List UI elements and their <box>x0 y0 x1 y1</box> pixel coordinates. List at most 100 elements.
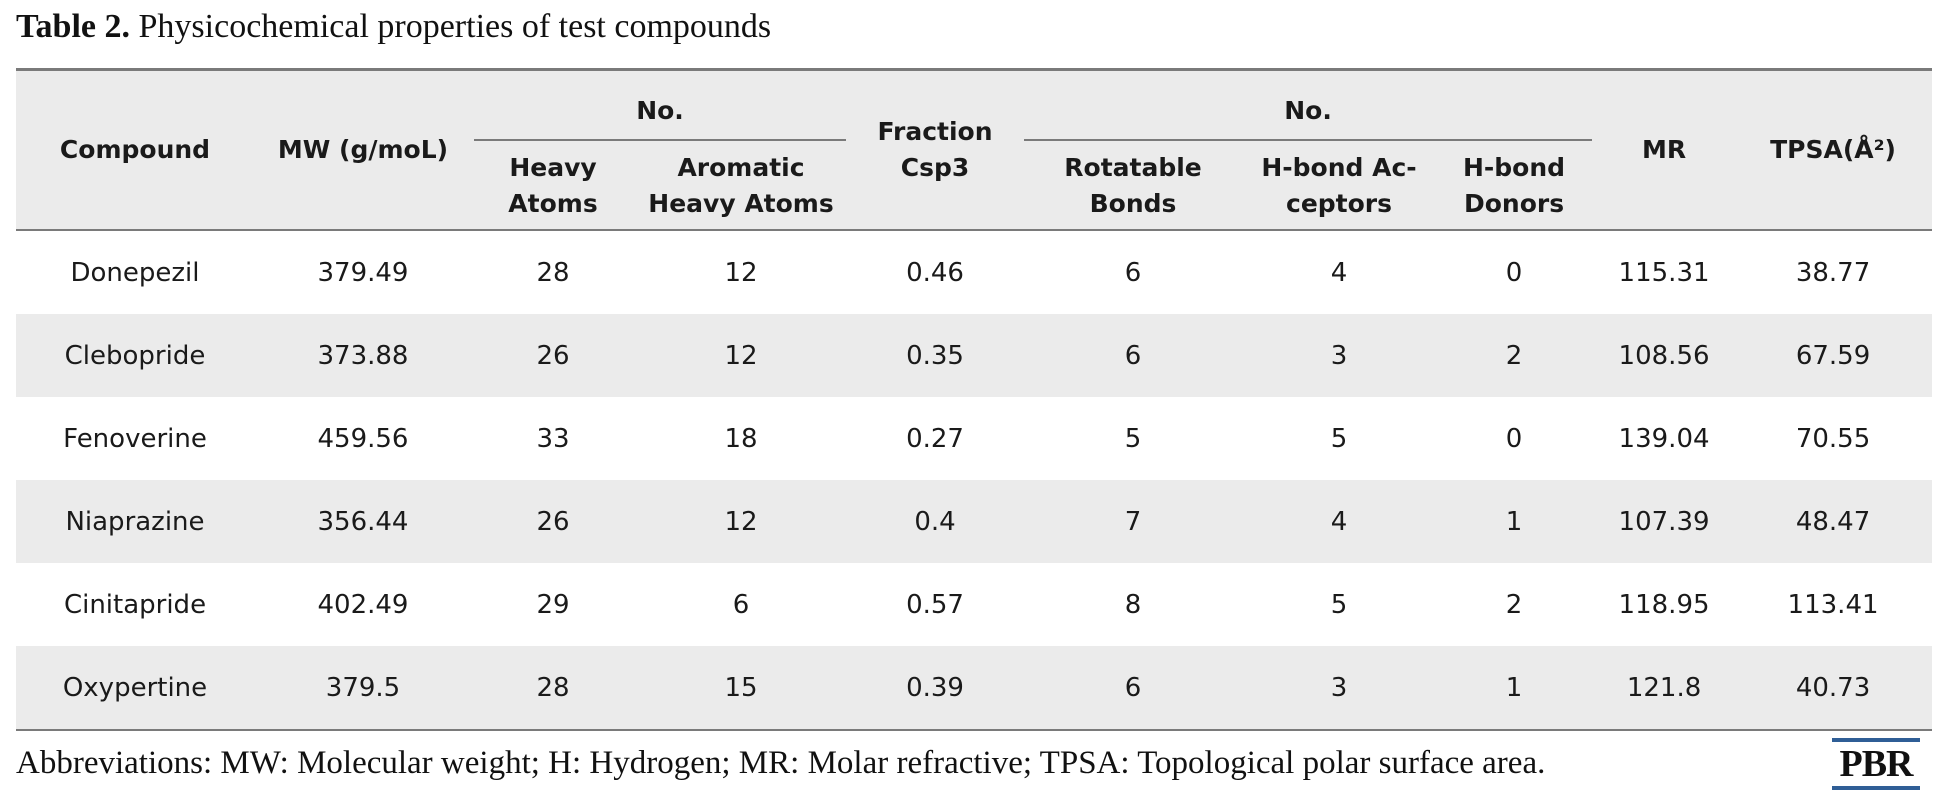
cell-aromatic-heavy-atoms: 12 <box>634 480 849 563</box>
header-donors-line2: Donors <box>1463 189 1565 218</box>
header-mr: MR <box>1594 69 1735 230</box>
cell-hbond-donors: 0 <box>1505 257 1523 288</box>
cell-compound: Fenoverine <box>63 423 207 454</box>
cell-heavy-atoms: 28 <box>472 646 634 730</box>
physicochemical-table: Compound MW (g/moL) No. Fraction Csp3 No.… <box>16 68 1933 731</box>
cell-rotatable-bonds: 6 <box>1022 314 1245 397</box>
header-rotatable-line2: Bonds <box>1089 189 1177 218</box>
table-row: Clebopride 373.88 26 12 0.35 6 3 2 108.5… <box>16 314 1933 397</box>
header-acceptors-line2: ceptors <box>1286 189 1393 218</box>
table-row: Cinitapride 402.49 29 6 0.57 8 5 2 118.9… <box>16 563 1932 646</box>
cell-mr: 108.56 <box>1594 314 1735 397</box>
cell-hbond-acceptors: 3 <box>1244 646 1435 730</box>
cell-hbond-donors: 1 <box>1434 646 1595 730</box>
header-mw: MW (g/moL) <box>254 69 472 230</box>
cell-hbond-donors: 2 <box>1505 589 1523 620</box>
header-rotatable-line1: Rotatable <box>1064 153 1202 182</box>
cell-compound: Oxypertine <box>16 646 254 730</box>
cell-tpsa: 113.41 <box>1787 589 1879 620</box>
cell-heavy-atoms: 26 <box>472 480 634 563</box>
header-heavy-atoms-line2: Atoms <box>508 189 598 218</box>
table-row: Fenoverine 459.56 33 18 0.27 5 5 0 139.0… <box>16 397 1932 480</box>
cell-aromatic-heavy-atoms: 18 <box>724 423 758 454</box>
pbr-logo: PBR <box>1832 738 1920 790</box>
cell-fraction-csp3: 0.46 <box>906 257 964 288</box>
cell-tpsa: 67.59 <box>1734 314 1933 397</box>
header-acceptors-line1: H-bond Ac- <box>1261 153 1417 182</box>
cell-compound: Clebopride <box>16 314 254 397</box>
cell-aromatic-heavy-atoms: 6 <box>732 589 750 620</box>
table-row: Donepezil 379.49 28 12 0.46 6 4 0 115.31… <box>16 230 1932 314</box>
cell-mw: 356.44 <box>254 480 472 563</box>
logo-top-bar <box>1832 738 1920 742</box>
cell-hbond-acceptors: 3 <box>1244 314 1435 397</box>
header-donors-line1: H-bond <box>1462 153 1566 182</box>
header-group-no-bonds-label: No. <box>1284 96 1332 125</box>
header-fraction-csp3: Fraction Csp3 <box>848 69 1023 230</box>
cell-mr: 118.95 <box>1618 589 1710 620</box>
header-group-no-atoms: No. <box>472 69 849 143</box>
cell-mw: 379.49 <box>317 257 409 288</box>
cell-hbond-donors: 0 <box>1505 423 1523 454</box>
cell-heavy-atoms: 33 <box>536 423 570 454</box>
logo-bottom-bar <box>1832 786 1920 790</box>
cell-hbond-donors: 2 <box>1434 314 1595 397</box>
cell-aromatic-heavy-atoms: 15 <box>634 646 849 730</box>
cell-aromatic-heavy-atoms: 12 <box>634 314 849 397</box>
table-footnote: Abbreviations: MW: Molecular weight; H: … <box>16 745 1546 781</box>
header-tpsa: TPSA(Å²) <box>1734 69 1933 230</box>
cell-fraction-csp3: 0.35 <box>848 314 1023 397</box>
header-group-rule <box>474 139 847 141</box>
header-hbond-acceptors: H-bond Ac-ceptors <box>1244 143 1435 230</box>
table-caption: Table 2. Physicochemical properties of t… <box>16 8 771 46</box>
header-aromatic-heavy-atoms: Aromatic Heavy Atoms <box>634 143 849 230</box>
cell-rotatable-bonds: 5 <box>1124 423 1142 454</box>
cell-tpsa: 48.47 <box>1734 480 1933 563</box>
header-rotatable-bonds: Rotatable Bonds <box>1022 143 1245 230</box>
cell-hbond-acceptors: 4 <box>1244 480 1435 563</box>
header-group-rule <box>1024 139 1593 141</box>
cell-mr: 115.31 <box>1618 257 1710 288</box>
header-aromatic-line1: Aromatic <box>677 153 805 182</box>
cell-hbond-acceptors: 5 <box>1330 423 1348 454</box>
header-heavy-atoms-line1: Heavy <box>509 153 597 182</box>
table-body: Donepezil 379.49 28 12 0.46 6 4 0 115.31… <box>16 230 1933 730</box>
table-caption-text: Physicochemical properties of test compo… <box>130 8 772 45</box>
cell-tpsa: 70.55 <box>1795 423 1871 454</box>
cell-fraction-csp3: 0.27 <box>906 423 964 454</box>
cell-hbond-acceptors: 5 <box>1330 589 1348 620</box>
header-hbond-donors: H-bond Donors <box>1434 143 1595 230</box>
table-caption-label: Table 2. <box>16 8 131 45</box>
cell-mw: 373.88 <box>254 314 472 397</box>
cell-mw: 459.56 <box>317 423 409 454</box>
cell-mr: 139.04 <box>1618 423 1710 454</box>
header-fraction-line1: Fraction <box>877 117 993 146</box>
cell-rotatable-bonds: 8 <box>1124 589 1142 620</box>
cell-aromatic-heavy-atoms: 12 <box>724 257 758 288</box>
cell-compound: Donepezil <box>70 257 200 288</box>
table-row: Oxypertine 379.5 28 15 0.39 6 3 1 121.8 … <box>16 646 1933 730</box>
cell-mr: 121.8 <box>1594 646 1735 730</box>
header-group-no-bonds: No. <box>1022 69 1595 143</box>
cell-rotatable-bonds: 7 <box>1022 480 1245 563</box>
cell-hbond-donors: 1 <box>1434 480 1595 563</box>
cell-compound: Cinitapride <box>63 589 207 620</box>
table-row: Niaprazine 356.44 26 12 0.4 7 4 1 107.39… <box>16 480 1933 563</box>
header-compound: Compound <box>16 69 254 230</box>
cell-mr: 107.39 <box>1594 480 1735 563</box>
cell-heavy-atoms: 28 <box>536 257 570 288</box>
cell-heavy-atoms: 29 <box>536 589 570 620</box>
header-aromatic-line2: Heavy Atoms <box>648 189 834 218</box>
header-group-no-atoms-label: No. <box>636 96 684 125</box>
cell-hbond-acceptors: 4 <box>1330 257 1348 288</box>
cell-fraction-csp3: 0.57 <box>906 589 964 620</box>
cell-compound: Niaprazine <box>16 480 254 563</box>
cell-mw: 402.49 <box>317 589 409 620</box>
cell-tpsa: 38.77 <box>1795 257 1871 288</box>
header-fraction-line2: Csp3 <box>900 153 970 182</box>
cell-tpsa: 40.73 <box>1734 646 1933 730</box>
cell-rotatable-bonds: 6 <box>1022 646 1245 730</box>
cell-fraction-csp3: 0.39 <box>848 646 1023 730</box>
cell-mw: 379.5 <box>254 646 472 730</box>
logo-text: PBR <box>1839 743 1914 785</box>
